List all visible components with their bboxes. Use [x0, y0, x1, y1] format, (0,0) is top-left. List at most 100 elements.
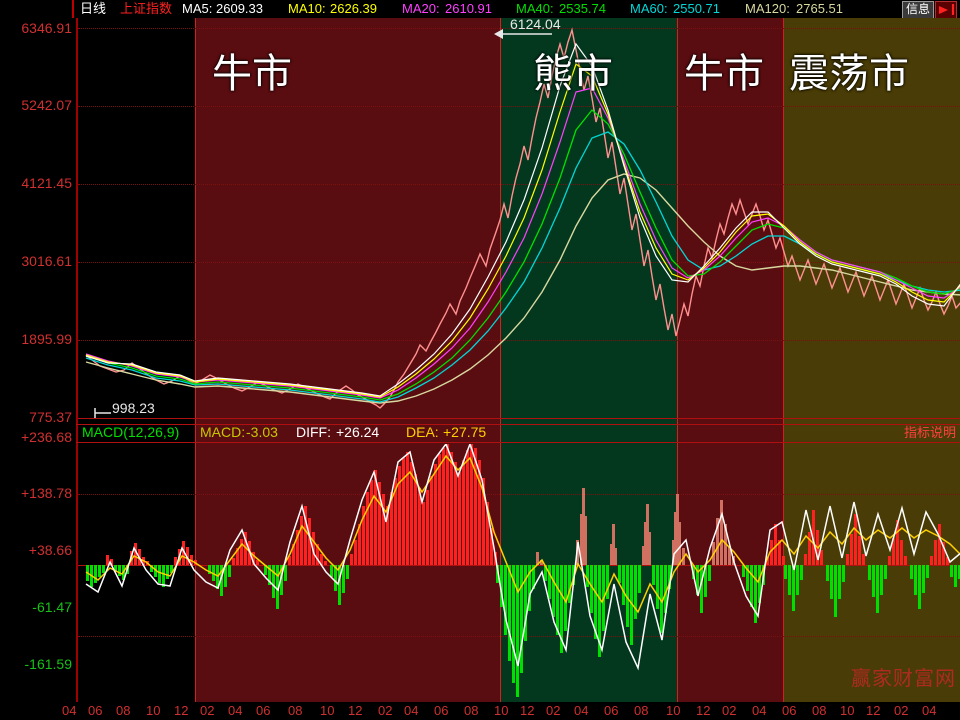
x-tick-29: 02: [894, 703, 909, 718]
x-tick-18: 04: [574, 703, 589, 718]
x-tick-15: 10: [494, 703, 509, 718]
gridline-5242: [78, 106, 960, 107]
period-label[interactable]: 日线: [80, 1, 107, 16]
macd-panel-top-border: [76, 424, 960, 425]
ma120-label: MA120:: [745, 1, 790, 16]
price-tick-4121: 4121.45: [21, 175, 72, 191]
ma120-value: 2765.51: [796, 1, 843, 16]
x-tick-11: 02: [378, 703, 393, 718]
x-tick-5: 02: [200, 703, 215, 718]
macd-histogram: [86, 444, 960, 697]
x-tick-4: 12: [174, 703, 189, 718]
region-divider-3: [677, 18, 678, 702]
macd-gridline-138: [78, 494, 960, 495]
macd-value: -3.03: [246, 424, 278, 440]
x-tick-3: 10: [146, 703, 161, 718]
ma10-value: 2626.39: [330, 1, 377, 16]
x-tick-1: 06: [88, 703, 103, 718]
peak-arrow-icon: [494, 29, 552, 39]
region-divider-2: [500, 18, 501, 702]
ma60-line: [85, 131, 960, 403]
diff-line: [85, 444, 960, 671]
x-tick-24: 04: [752, 703, 767, 718]
macd-title[interactable]: MACD(12,26,9): [82, 424, 180, 440]
chart-header: 日线 上证指数 MA5: 2609.33 MA10: 2626.39 MA20:…: [0, 0, 960, 18]
diff-value: +26.24: [336, 424, 380, 440]
info-button[interactable]: 信息: [901, 1, 934, 18]
x-tick-0: 04: [62, 703, 77, 718]
price-series-svg: [85, 27, 960, 409]
header-divider: [72, 0, 74, 18]
macd-header-border: [76, 442, 960, 443]
ma5-line: [85, 42, 960, 397]
x-tick-26: 08: [812, 703, 827, 718]
x-tick-22: 12: [696, 703, 711, 718]
ma10-line: [85, 63, 960, 398]
gridline-6346: [78, 28, 960, 29]
region-divider-4: [783, 18, 784, 702]
x-tick-6: 04: [228, 703, 243, 718]
ma20-label: MA20:: [402, 1, 440, 16]
x-tick-2: 08: [116, 703, 131, 718]
x-tick-19: 06: [604, 703, 619, 718]
gridline-775: [78, 418, 960, 419]
macd-tick-236: +236.68: [21, 429, 72, 445]
dea-label: DEA:: [406, 424, 439, 440]
price-tick-775: 775.37: [29, 409, 72, 425]
gridline-4121: [78, 184, 960, 185]
x-axis: 04 06 08 10 12 02 04 06 08 10 12 02 04 0…: [0, 702, 960, 720]
ma40-label: MA40:: [516, 1, 554, 16]
bottom-tick-icon: [94, 408, 111, 418]
ma20-line: [85, 87, 960, 399]
x-tick-9: 10: [320, 703, 335, 718]
ma20-value: 2610.91: [445, 1, 492, 16]
index-name-label[interactable]: 上证指数: [120, 1, 173, 16]
x-tick-21: 10: [666, 703, 681, 718]
phase-label-bull-1: 牛市: [212, 51, 292, 97]
x-tick-12: 04: [404, 703, 419, 718]
macd-tick-n161: -161.59: [24, 656, 72, 672]
x-tick-30: 04: [922, 703, 937, 718]
macd-tick-138: +138.78: [21, 485, 72, 501]
price-tick-5242: 5242.07: [21, 97, 72, 113]
macd-series-svg: [85, 444, 960, 697]
chart-plot-area[interactable]: 6124.04 998.23 牛市 熊市 牛市 震荡市 MACD(12,26,9…: [76, 16, 960, 702]
dea-line: [85, 454, 960, 614]
ma120-line: [85, 173, 960, 404]
x-tick-17: 02: [546, 703, 561, 718]
macd-tick-38: +38.66: [28, 542, 72, 558]
x-tick-27: 10: [840, 703, 855, 718]
macd-value-label: MACD:: [200, 424, 246, 440]
macd-tick-n61: -61.47: [32, 599, 72, 615]
bottom-label: 998.23: [112, 400, 155, 416]
indicator-note-button[interactable]: 指标说明: [903, 425, 956, 440]
ma60-label: MA60:: [630, 1, 668, 16]
x-tick-16: 12: [520, 703, 535, 718]
ma5-value: 2609.33: [216, 1, 263, 16]
x-tick-20: 08: [634, 703, 649, 718]
y-axis: 6346.91 5242.07 4121.45 3016.61 1895.99 …: [0, 18, 76, 702]
gridline-3016: [78, 262, 960, 263]
price-tick-3016: 3016.61: [21, 253, 72, 269]
ma10-label: MA10:: [288, 1, 326, 16]
x-tick-14: 08: [464, 703, 479, 718]
phase-label-volatile-1: 震荡市: [789, 51, 909, 97]
arrow-right-icon[interactable]: [935, 1, 957, 18]
region-volatile-1: [783, 18, 960, 702]
ma40-value: 2535.74: [559, 1, 606, 16]
watermark: 赢家财富网: [851, 666, 956, 690]
price-tick-6346: 6346.91: [21, 20, 72, 36]
region-divider-1: [195, 18, 196, 702]
x-tick-23: 02: [722, 703, 737, 718]
x-tick-28: 12: [866, 703, 881, 718]
gridline-1895: [78, 340, 960, 341]
ma60-value: 2550.71: [673, 1, 720, 16]
x-tick-25: 06: [782, 703, 797, 718]
x-tick-7: 06: [256, 703, 271, 718]
x-tick-10: 12: [348, 703, 363, 718]
phase-label-bear-1: 熊市: [533, 51, 613, 97]
x-tick-13: 06: [434, 703, 449, 718]
peak-label: 6124.04: [510, 16, 561, 32]
price-tick-1895: 1895.99: [21, 331, 72, 347]
